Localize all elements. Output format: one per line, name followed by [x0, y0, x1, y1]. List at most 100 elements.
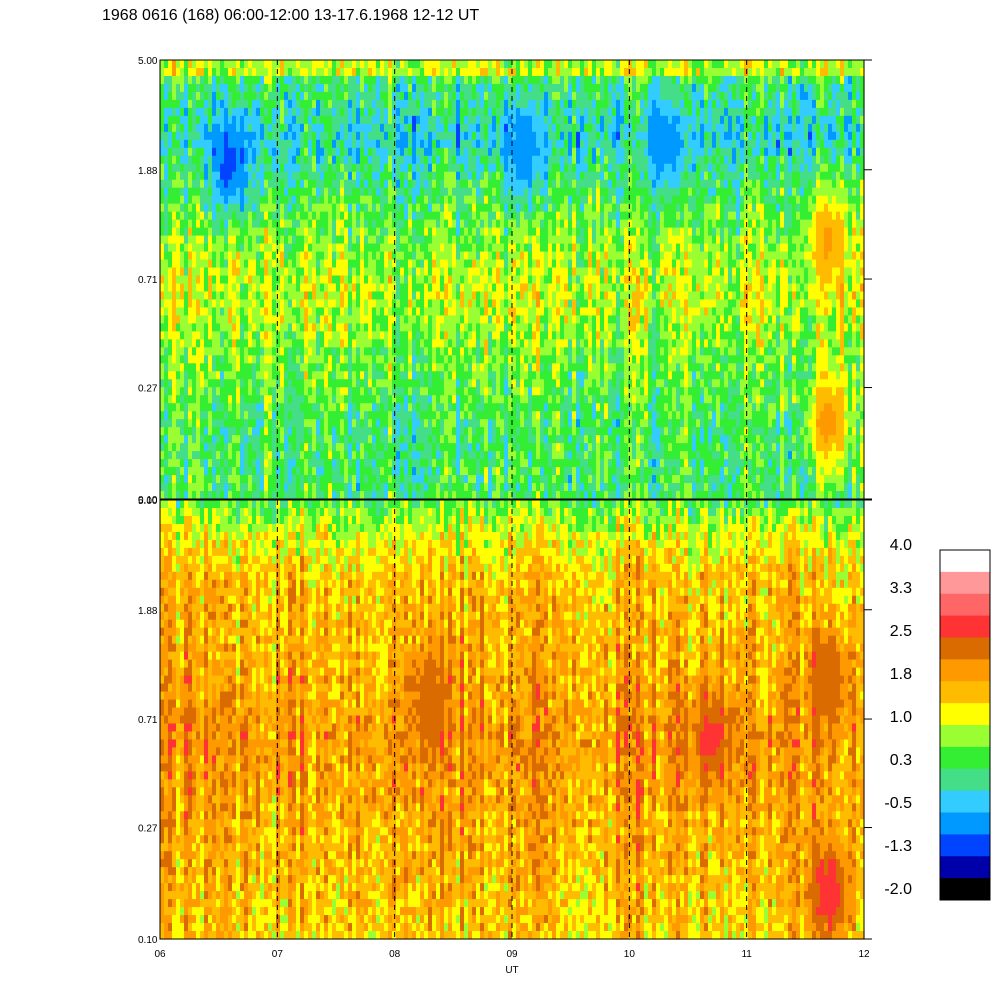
heatmap-cell: [552, 211, 557, 221]
heatmap-cell: [344, 147, 349, 157]
heatmap-cell: [732, 211, 737, 221]
heatmap-cell: [384, 283, 389, 293]
heatmap-cell: [540, 155, 545, 165]
heatmap-cell: [336, 259, 341, 269]
heatmap-cell: [344, 60, 349, 69]
heatmap-cell: [548, 243, 553, 253]
heatmap-cell: [596, 179, 601, 189]
heatmap-cell: [456, 60, 461, 69]
heatmap-cell: [452, 99, 457, 109]
heatmap-cell: [272, 219, 277, 229]
heatmap-cell: [548, 275, 553, 285]
heatmap-cell: [176, 139, 181, 149]
heatmap-cell: [232, 67, 237, 77]
heatmap-cell: [460, 179, 465, 189]
heatmap-cell: [400, 99, 405, 109]
heatmap-cell: [296, 187, 301, 197]
heatmap-cell: [208, 195, 213, 205]
heatmap-cell: [692, 75, 697, 85]
heatmap-cell: [416, 179, 421, 189]
heatmap-cell: [452, 67, 457, 77]
heatmap-cell: [320, 227, 325, 237]
heatmap-cell: [576, 275, 581, 285]
heatmap-cell: [416, 219, 421, 229]
heatmap-cell: [228, 195, 233, 205]
heatmap-cell: [240, 227, 245, 237]
heatmap-cell: [196, 227, 201, 237]
heatmap-cell: [560, 163, 565, 173]
heatmap-cell: [184, 187, 189, 197]
heatmap-cell: [168, 259, 173, 269]
heatmap-cell: [256, 123, 261, 133]
heatmap-cell: [216, 235, 221, 245]
heatmap-cell: [496, 147, 501, 157]
heatmap-cell: [312, 187, 317, 197]
heatmap-cell: [756, 179, 761, 189]
heatmap-cell: [364, 99, 369, 109]
heatmap-cell: [676, 131, 681, 141]
heatmap-cell: [160, 115, 165, 125]
heatmap-cell: [676, 115, 681, 125]
heatmap-cell: [328, 60, 333, 69]
heatmap-cell: [532, 235, 537, 245]
heatmap-cell: [428, 75, 433, 85]
heatmap-cell: [356, 211, 361, 221]
heatmap-cell: [816, 99, 821, 109]
heatmap-cell: [580, 275, 585, 285]
heatmap-cell: [784, 227, 789, 237]
heatmap-cell: [440, 251, 445, 261]
heatmap-cell: [684, 275, 689, 285]
heatmap-cell: [508, 67, 513, 77]
heatmap-cell: [588, 195, 593, 205]
heatmap-cell: [244, 171, 249, 181]
heatmap-cell: [184, 203, 189, 213]
heatmap-cell: [856, 99, 861, 109]
heatmap-cell: [756, 91, 761, 101]
heatmap-cell: [648, 91, 653, 101]
heatmap-cell: [376, 91, 381, 101]
heatmap-cell: [380, 163, 385, 173]
heatmap-cell: [536, 251, 541, 261]
heatmap-cell: [416, 91, 421, 101]
heatmap-cell: [768, 139, 773, 149]
heatmap-cell: [164, 155, 169, 165]
heatmap-cell: [256, 115, 261, 125]
heatmap-cell: [360, 60, 365, 69]
heatmap-cell: [848, 275, 853, 285]
heatmap-cell: [792, 123, 797, 133]
heatmap-cell: [776, 91, 781, 101]
heatmap-cell: [780, 235, 785, 245]
heatmap-cell: [236, 195, 241, 205]
heatmap-cell: [716, 275, 721, 285]
heatmap-cell: [680, 171, 685, 181]
heatmap-cell: [756, 243, 761, 253]
heatmap-cell: [576, 211, 581, 221]
heatmap-cell: [728, 115, 733, 125]
heatmap-cell: [444, 187, 449, 197]
heatmap-cell: [540, 211, 545, 221]
heatmap-cell: [484, 131, 489, 141]
heatmap-cell: [660, 107, 665, 117]
heatmap-cell: [824, 235, 829, 245]
heatmap-cell: [692, 67, 697, 77]
heatmap-cell: [596, 60, 601, 69]
heatmap-cell: [652, 171, 657, 181]
heatmap-cell: [600, 251, 605, 261]
heatmap-cell: [160, 227, 165, 237]
heatmap-cell: [192, 123, 197, 133]
heatmap-cell: [348, 259, 353, 269]
heatmap-cell: [312, 91, 317, 101]
heatmap-cell: [608, 267, 613, 277]
heatmap-cell: [720, 235, 725, 245]
heatmap-cell: [816, 275, 821, 285]
heatmap-cell: [352, 67, 357, 77]
heatmap-cell: [560, 219, 565, 229]
heatmap-cell: [540, 115, 545, 125]
heatmap-cell: [220, 99, 225, 109]
heatmap-cell: [856, 155, 861, 165]
heatmap-cell: [616, 91, 621, 101]
heatmap-cell: [804, 115, 809, 125]
heatmap-cell: [544, 251, 549, 261]
heatmap-cell: [764, 219, 769, 229]
heatmap-cell: [312, 123, 317, 133]
